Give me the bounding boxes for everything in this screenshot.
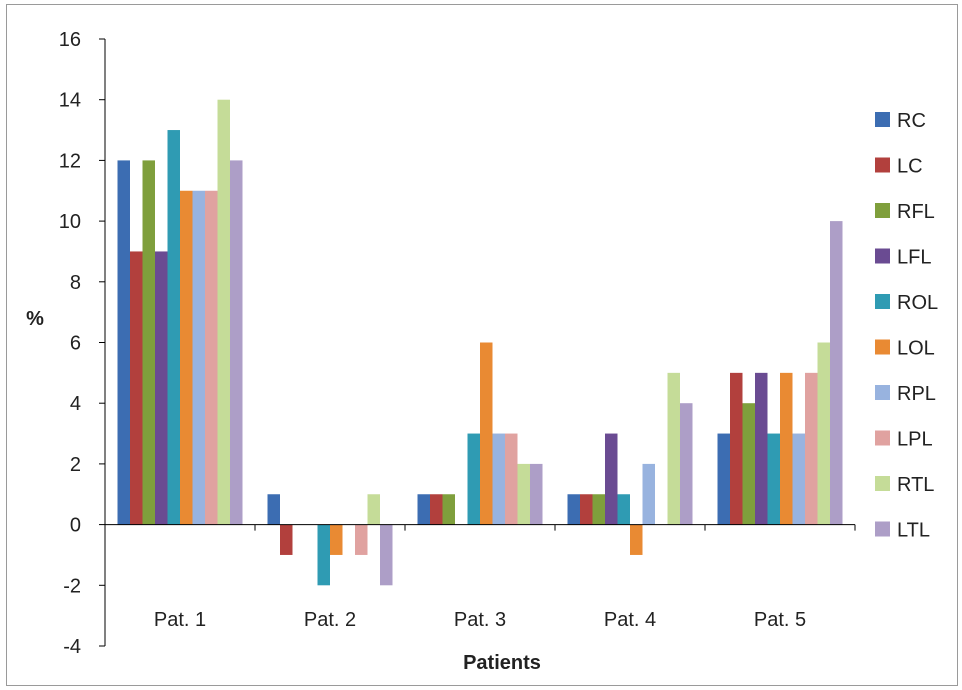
legend-swatch-rtl — [875, 476, 890, 491]
bar-rc-5 — [717, 433, 730, 525]
x-axis-title: Patients — [463, 652, 541, 674]
bar-rtl-3 — [517, 463, 530, 525]
legend-label-ltl: LTL — [897, 520, 930, 542]
legend-label-rc: RC — [897, 110, 926, 132]
bar-rtl-5 — [817, 342, 830, 525]
bar-lol-3 — [480, 342, 493, 525]
x-axis-categories: Pat. 1 Pat. 2 Pat. 3 Pat. 4 Pat. 5 — [154, 609, 806, 631]
legend-swatch-rol — [875, 294, 890, 309]
bar-rc-2 — [267, 494, 280, 525]
x-category-label: Pat. 2 — [304, 609, 356, 631]
bar-rfl-5 — [742, 403, 755, 525]
y-tick-label: 16 — [59, 29, 81, 51]
bar-lol-1 — [180, 190, 193, 525]
legend-label-lc: LC — [897, 156, 923, 178]
bar-ltl-4 — [680, 403, 693, 525]
bar-series — [117, 99, 843, 586]
legend-swatch-rc — [875, 112, 890, 127]
y-tick-label: -4 — [63, 636, 81, 658]
y-tick-label: 4 — [70, 393, 81, 415]
bar-rpl-5 — [792, 433, 805, 525]
bar-rtl-2 — [367, 494, 380, 525]
bar-rpl-3 — [492, 433, 505, 525]
bar-ltl-3 — [530, 463, 543, 525]
bar-rol-5 — [767, 433, 780, 525]
bar-lpl-1 — [205, 190, 218, 525]
y-tick-label: 14 — [59, 90, 81, 112]
y-tick-label: 12 — [59, 150, 81, 172]
bar-lfl-5 — [755, 372, 768, 525]
bar-rpl-4 — [642, 463, 655, 525]
bar-ltl-5 — [830, 221, 843, 525]
bar-rol-1 — [167, 130, 180, 525]
legend-label-rol: ROL — [897, 292, 938, 314]
y-tick-label: 0 — [70, 515, 81, 537]
bar-lc-4 — [580, 494, 593, 525]
legend-swatch-lol — [875, 339, 890, 355]
legend-swatch-lc — [875, 157, 890, 173]
bar-rfl-1 — [142, 160, 155, 525]
legend-label-rpl: RPL — [897, 383, 936, 405]
y-tick-label: 2 — [70, 454, 81, 476]
bar-lol-2 — [330, 524, 343, 555]
y-tick-label: 6 — [70, 333, 81, 355]
legend: RC LC RFL LFL ROL LOL RPL LPL RTL LTL — [875, 110, 938, 542]
axes — [104, 39, 856, 646]
bar-lfl-4 — [605, 433, 618, 525]
x-category-label: Pat. 1 — [154, 609, 206, 631]
bar-lc-2 — [280, 524, 293, 555]
bar-ltl-2 — [380, 524, 393, 586]
y-axis-title: % — [26, 308, 44, 330]
bar-lol-4 — [630, 524, 643, 555]
legend-label-lfl: LFL — [897, 247, 931, 269]
bar-lpl-3 — [505, 433, 518, 525]
legend-swatch-lfl — [875, 248, 890, 264]
bar-rc-1 — [117, 160, 130, 525]
bar-rol-3 — [467, 433, 480, 525]
bar-rfl-4 — [592, 494, 605, 525]
y-tick-label: 10 — [59, 211, 81, 233]
bar-lc-1 — [130, 251, 143, 525]
chart-frame: -4 -2 0 2 4 6 8 10 12 14 16 Pat. 1 Pat. 2 Pat. 3 Pat.… — [6, 4, 958, 686]
legend-swatch-rfl — [875, 203, 890, 218]
x-category-label: Pat. 4 — [604, 609, 656, 631]
bar-rol-2 — [317, 524, 330, 586]
bar-rtl-4 — [667, 372, 680, 525]
legend-label-lpl: LPL — [897, 429, 933, 451]
bar-lol-5 — [780, 372, 793, 525]
bar-rc-4 — [567, 494, 580, 525]
x-category-label: Pat. 3 — [454, 609, 506, 631]
bar-rtl-1 — [217, 99, 230, 525]
bar-ltl-1 — [230, 160, 243, 525]
y-axis-ticks: -4 -2 0 2 4 6 8 10 12 14 16 — [59, 29, 105, 658]
bar-rol-4 — [617, 494, 630, 525]
bar-lpl-2 — [355, 524, 368, 555]
legend-swatch-lpl — [875, 430, 890, 446]
bar-lpl-5 — [805, 372, 818, 525]
bar-lc-5 — [730, 372, 743, 525]
legend-label-lol: LOL — [897, 338, 935, 360]
bar-lfl-1 — [155, 251, 168, 525]
bar-lc-3 — [430, 494, 443, 525]
legend-label-rfl: RFL — [897, 201, 935, 223]
y-tick-label: 8 — [70, 272, 81, 294]
y-tick-label: -2 — [63, 575, 81, 597]
legend-swatch-rpl — [875, 385, 890, 400]
legend-label-rtl: RTL — [897, 474, 934, 496]
x-category-label: Pat. 5 — [754, 609, 806, 631]
legend-swatch-ltl — [875, 521, 890, 537]
bar-rpl-1 — [192, 190, 205, 525]
bar-rfl-3 — [442, 494, 455, 525]
bar-rc-3 — [417, 494, 430, 525]
